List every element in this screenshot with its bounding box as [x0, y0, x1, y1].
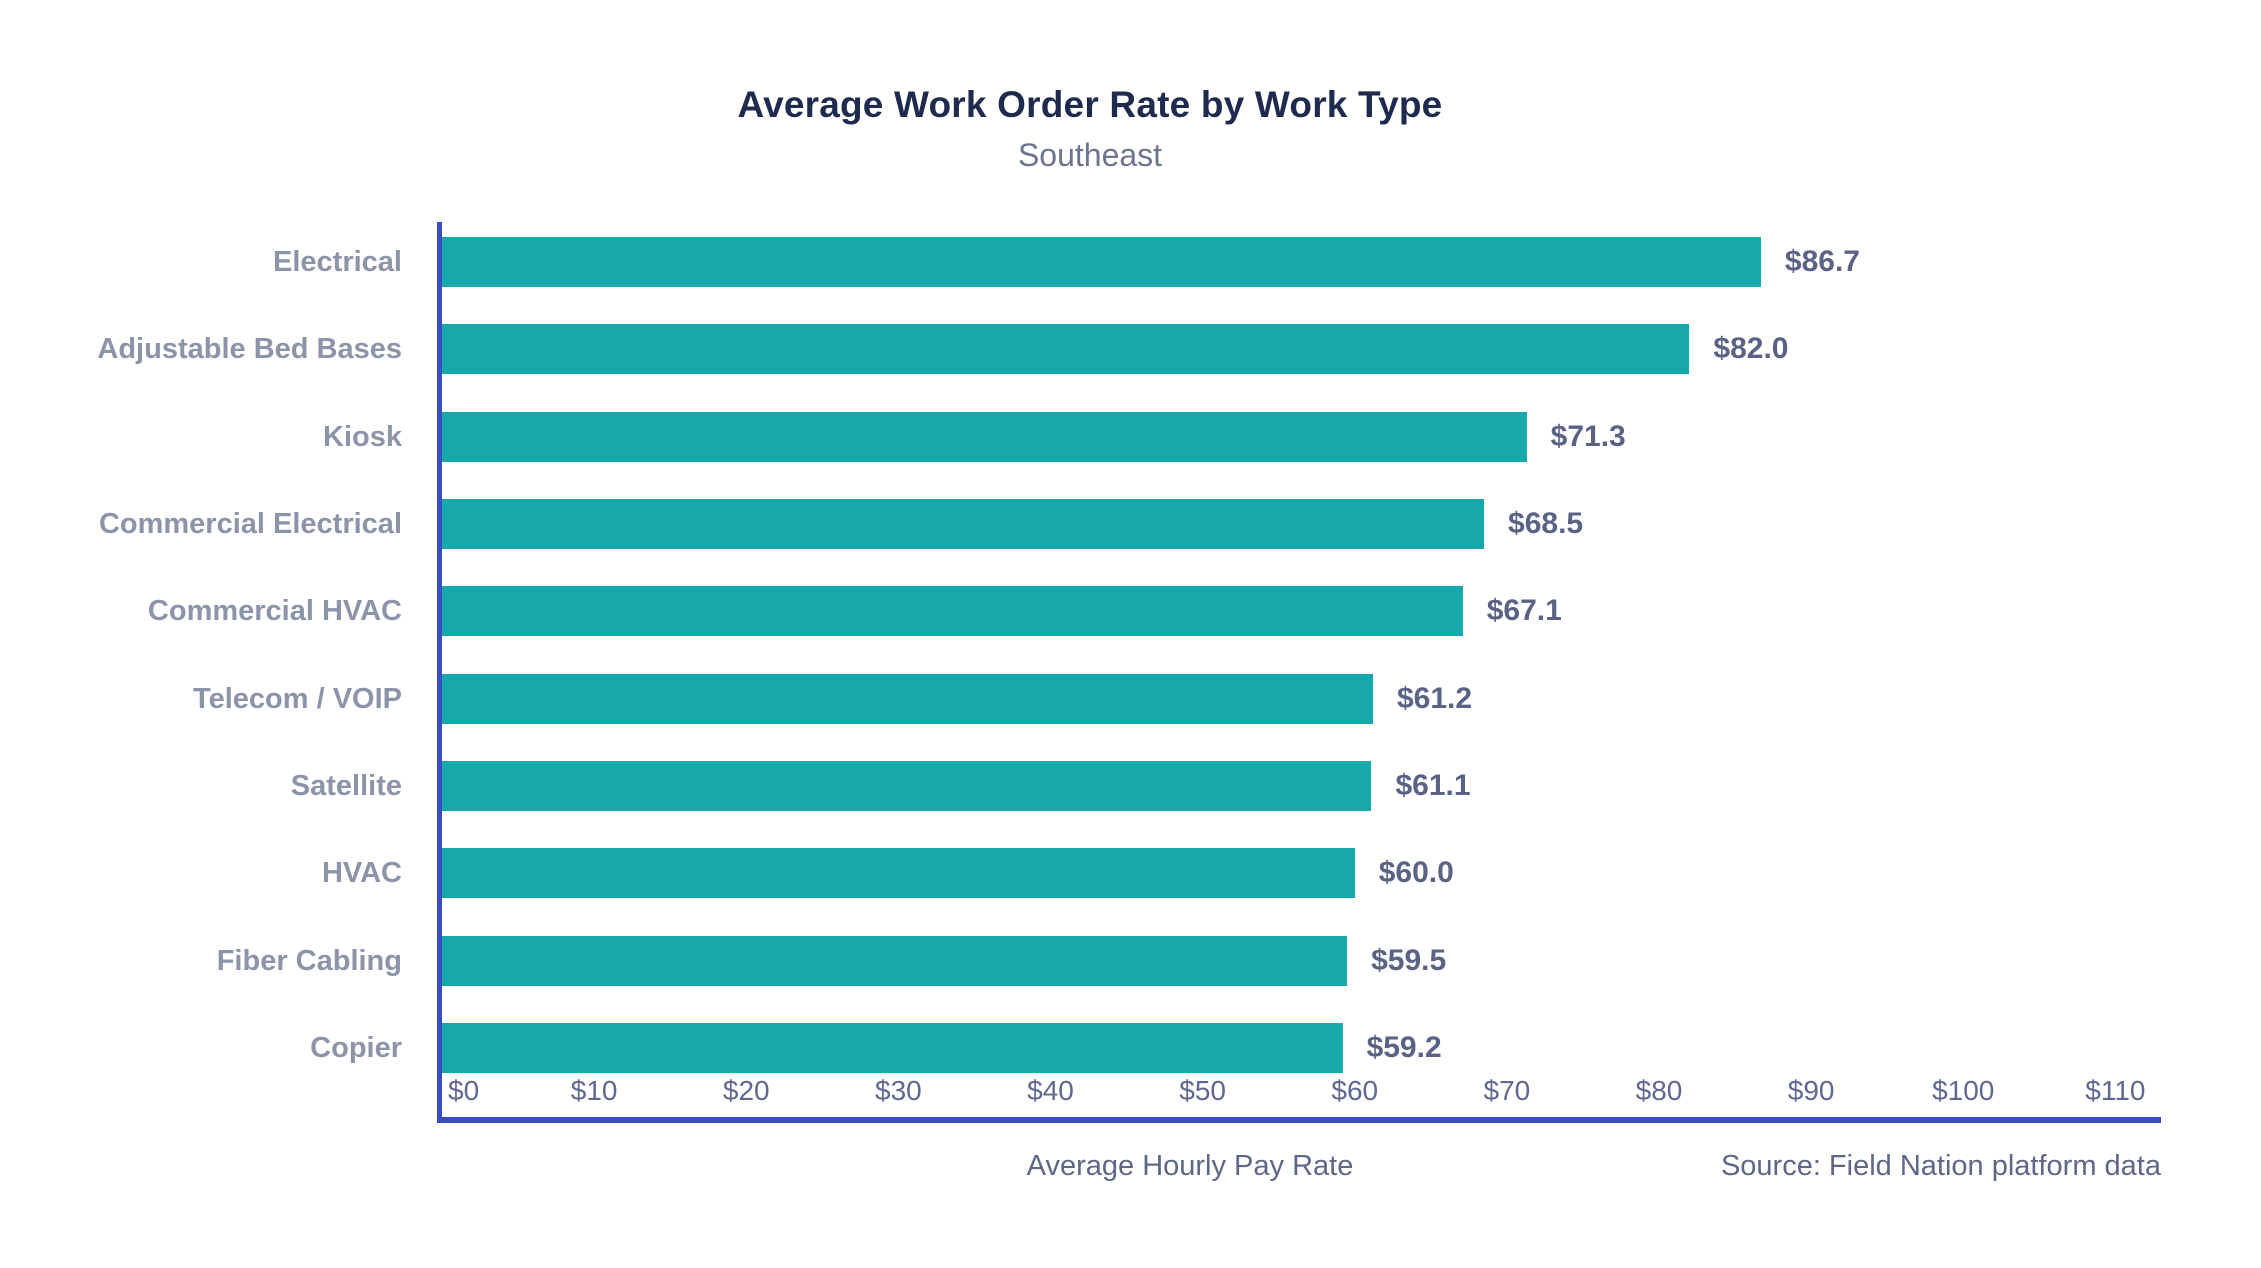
category-label: Adjustable Bed Bases [97, 333, 402, 366]
category-label: Fiber Cabling [216, 944, 402, 977]
bar [442, 1023, 1343, 1074]
bar [442, 848, 1355, 899]
x-tick-label: $110 [2085, 1075, 2146, 1106]
bar-value-label: $82.0 [1713, 332, 1789, 366]
x-tick-label: $0 [448, 1075, 480, 1106]
x-tick-label: $60 [1331, 1075, 1379, 1106]
bar-value-label: $86.7 [1784, 245, 1860, 278]
bar-value-label: $61.2 [1396, 681, 1473, 715]
bar-value-label: $60.0 [1378, 856, 1454, 890]
category-label: Satellite [290, 770, 402, 803]
bar-value-label: $59.2 [1366, 1031, 1442, 1065]
bar [442, 673, 1373, 724]
x-axis-title: Average Hourly Pay Rate [1026, 1150, 1354, 1182]
x-tick-label: $80 [1635, 1075, 1683, 1106]
x-tick-label: $100 [1932, 1075, 1995, 1106]
x-tick-label: $30 [875, 1075, 922, 1106]
category-label: Copier [310, 1032, 402, 1065]
x-tick-label: $70 [1483, 1075, 1531, 1106]
bar-value-label: $68.5 [1508, 507, 1584, 541]
bar [442, 586, 1463, 637]
chart-header: Average Work Order Rate by Work Type Sou… [0, 84, 2180, 173]
category-label: Telecom / VOIP [193, 682, 402, 715]
bar [442, 499, 1485, 550]
bar-value-label: $59.5 [1371, 943, 1447, 977]
chart-title: Average Work Order Rate by Work Type [737, 84, 1443, 125]
category-label: Commercial HVAC [147, 595, 402, 628]
source-note: Source: Field Nation platform data [1720, 1150, 2161, 1182]
bar [442, 935, 1348, 986]
category-label: Kiosk [323, 420, 402, 453]
y-axis-labels: Electrical Adjustable Bed Bases Kiosk Comme… [0, 222, 402, 1123]
bar [442, 411, 1527, 462]
x-tick-label: $50 [1179, 1075, 1226, 1106]
category-label: HVAC [321, 857, 402, 890]
category-label: Electrical [273, 246, 402, 278]
category-label: Commercial Electrical [98, 508, 402, 541]
bar [442, 761, 1372, 812]
bar-value-label: $61.1 [1395, 769, 1471, 803]
plot-area: $86.7 $82.0 $71.3 $68.5 $67.1 $61.2 $61.1 $60.0… [437, 222, 2161, 1123]
x-tick-label: $40 [1027, 1075, 1074, 1106]
bar-value-label: $67.1 [1486, 594, 1562, 628]
x-tick-label: $20 [722, 1075, 770, 1106]
bar [442, 324, 1690, 375]
x-tick-label: $90 [1787, 1075, 1835, 1106]
bar [442, 237, 1761, 287]
chart-subtitle: Southeast [1017, 136, 1163, 173]
bar-value-label: $71.3 [1550, 419, 1626, 453]
x-tick-label: $10 [570, 1075, 618, 1106]
